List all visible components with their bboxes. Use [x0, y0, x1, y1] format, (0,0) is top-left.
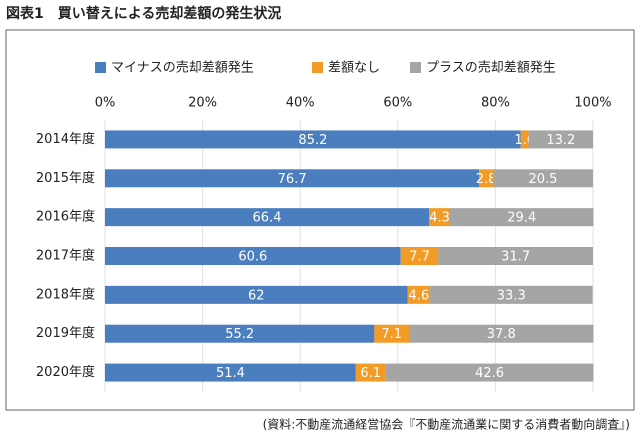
- x-tick-label: 40%: [286, 96, 315, 111]
- value-label: 76.7: [278, 172, 307, 187]
- value-label: 42.6: [475, 366, 504, 381]
- bar-segment: [105, 247, 401, 265]
- bar-segment: [450, 208, 594, 227]
- x-tick-label: 60%: [383, 96, 412, 111]
- bar-segment: [400, 247, 439, 265]
- value-label: 62: [248, 288, 265, 303]
- x-tick-label: 0%: [95, 96, 116, 111]
- legend-label: プラスの売却差額発生: [426, 60, 556, 76]
- y-tick-label: 2019年度: [36, 325, 95, 341]
- y-tick-label: 2016年度: [36, 209, 95, 225]
- legend-label: マイナスの売却差額発生: [111, 60, 254, 76]
- bar-segment: [105, 208, 430, 227]
- bar-segment: [105, 130, 521, 149]
- value-label: 66.4: [253, 211, 282, 226]
- bar-segment: [105, 169, 480, 188]
- y-tick-label: 2015年度: [36, 170, 95, 186]
- value-label: 51.4: [216, 366, 245, 381]
- value-label: 29.4: [507, 211, 536, 226]
- bar-segment: [492, 169, 593, 188]
- x-tick-label: 100%: [574, 96, 611, 111]
- y-tick-label: 2018年度: [36, 286, 95, 302]
- y-tick-label: 2014年度: [36, 131, 95, 147]
- y-tick-label: 2020年度: [36, 364, 95, 380]
- value-label: 85.2: [298, 133, 327, 148]
- frame: [5, 29, 635, 411]
- value-label: 20.5: [529, 172, 558, 187]
- bar-segment: [105, 363, 356, 382]
- legend-swatch: [410, 62, 421, 73]
- y-tick-label: 2017年度: [36, 248, 95, 264]
- value-label: 13.2: [546, 133, 575, 148]
- value-label: 2.8: [476, 172, 497, 187]
- x-tick-label: 20%: [188, 96, 217, 111]
- bar-segment: [479, 169, 493, 188]
- bar-segment: [407, 285, 431, 304]
- bar-segment: [105, 324, 375, 343]
- value-label: 31.7: [501, 250, 530, 265]
- value-label: 55.2: [225, 327, 254, 342]
- bar-segment: [385, 363, 594, 382]
- chart-title: 図表1 買い替えによる売却差額の発生状況: [6, 5, 281, 22]
- value-label: 60.6: [238, 250, 267, 265]
- bar-segment: [409, 324, 594, 343]
- legend-swatch: [312, 62, 323, 73]
- x-tick-label: 80%: [481, 96, 510, 111]
- bar-segment: [355, 363, 386, 382]
- bar-segment: [528, 130, 593, 149]
- source-note: (資料:不動産流通経営協会『不動産流通業に関する消費者動向調査』): [263, 417, 630, 432]
- value-label: 37.8: [487, 327, 516, 342]
- bar-segment: [374, 324, 410, 343]
- value-label: 7.7: [409, 250, 430, 265]
- value-label: 4.6: [408, 288, 429, 303]
- legend-label: 差額なし: [328, 61, 380, 76]
- bar-segment: [430, 285, 593, 304]
- bar-segment: [520, 130, 529, 149]
- legend-swatch: [95, 62, 106, 73]
- value-label: 4.3: [429, 211, 450, 226]
- value-label: 6.1: [360, 366, 381, 381]
- value-label: 33.3: [497, 288, 526, 303]
- value-label: 7.1: [381, 327, 402, 342]
- bar-segment: [438, 247, 593, 265]
- bar-segment: [429, 208, 451, 227]
- bar-segment: [105, 285, 408, 304]
